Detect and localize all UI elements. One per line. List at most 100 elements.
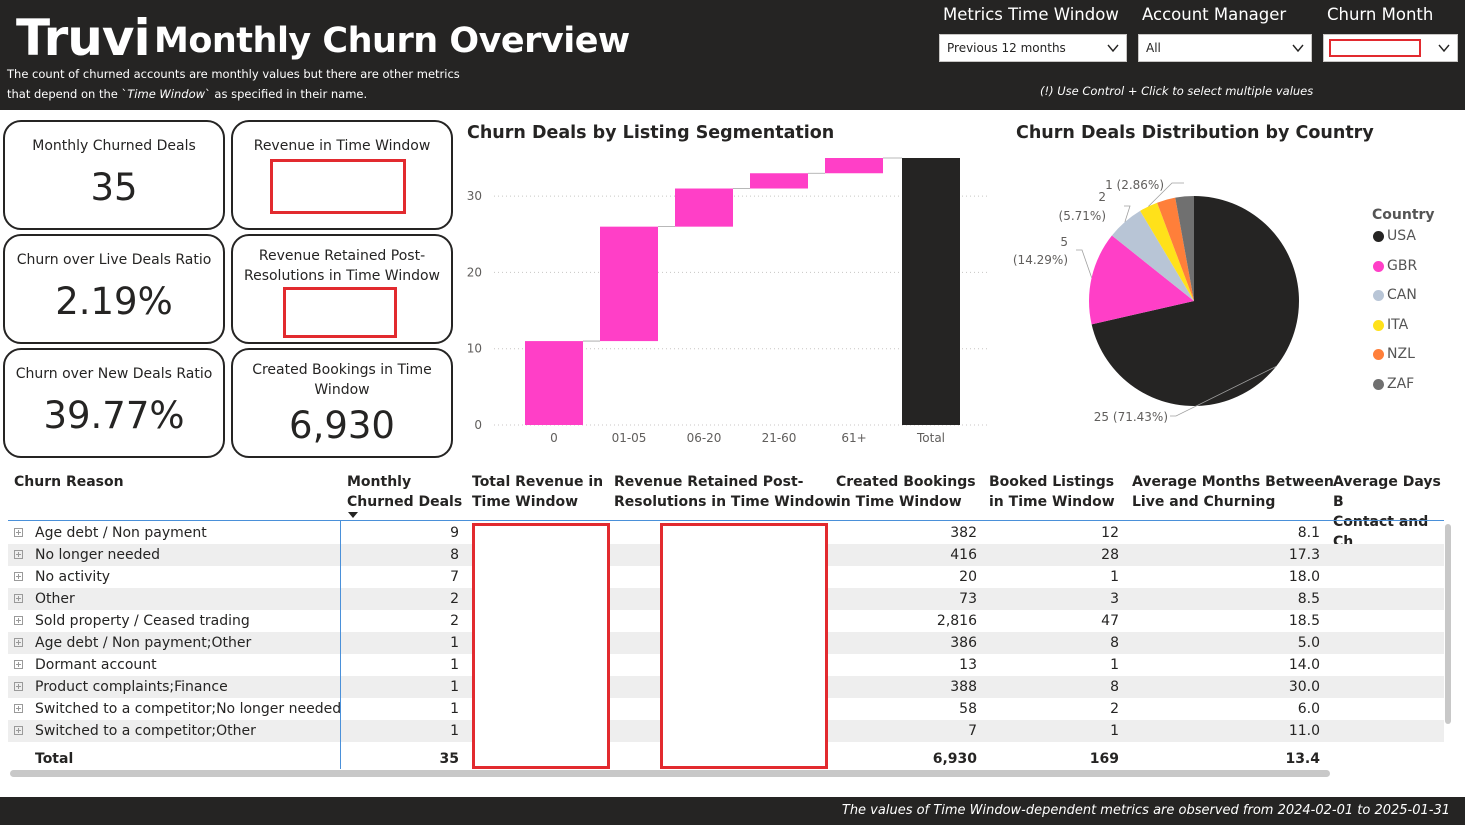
- kpi-label: Monthly Churned Deals: [32, 138, 196, 154]
- col-header-retained[interactable]: Revenue Retained Post- Resolutions in Tim…: [614, 474, 838, 510]
- waterfall-chart: 0 10 20 30 0 01-05 06-20 21-60 61+ Total: [467, 157, 987, 445]
- kpi-card-churned-deals: Monthly Churned Deals 35: [3, 120, 225, 230]
- col-header-revenue[interactable]: Total Revenue in Time Window: [472, 474, 604, 510]
- col-header-bookings[interactable]: Created Bookings in Time Window: [836, 474, 976, 510]
- expand-icon[interactable]: [14, 704, 23, 713]
- waterfall-bar[interactable]: [902, 158, 960, 425]
- redaction-box: [660, 523, 828, 769]
- legend-dot: [1373, 231, 1384, 242]
- legend-label: ITA: [1387, 316, 1409, 333]
- cell-bookings: 382: [950, 525, 977, 541]
- cell-reason: Other: [35, 591, 75, 607]
- cell-bookings: 7: [968, 723, 977, 739]
- table-total-row[interactable]: Total 35 6,930 169 13.4: [8, 748, 1444, 770]
- waterfall-bar[interactable]: [600, 226, 658, 342]
- footer-bar: The values of Time Window-dependent metr…: [0, 797, 1465, 825]
- pie-data-label: 2: [1098, 190, 1106, 204]
- waterfall-bar[interactable]: [675, 188, 733, 227]
- cell-deals: 9: [450, 525, 459, 541]
- time-window-dropdown[interactable]: Previous 12 months: [939, 34, 1127, 62]
- legend-dot: [1373, 260, 1384, 272]
- kpi-value: 35: [90, 166, 138, 209]
- legend-item-gbr[interactable]: GBR: [1372, 255, 1462, 285]
- cell-listings: 47: [1101, 613, 1119, 629]
- y-tick-label: 0: [474, 418, 482, 432]
- redaction-box: [270, 159, 406, 214]
- pie-slice-ita[interactable]: [1140, 202, 1194, 301]
- legend-label: GBR: [1387, 257, 1418, 274]
- cell-months: 8.1: [1297, 525, 1320, 541]
- expand-icon[interactable]: [14, 616, 23, 625]
- expand-icon[interactable]: [14, 726, 23, 735]
- x-tick-label: 61+: [841, 431, 866, 445]
- table-row[interactable]: Sold property / Ceased trading 2 2,816 47 18…: [8, 610, 1444, 632]
- table-row[interactable]: Age debt / Non payment 9 382 12 8.1: [8, 522, 1444, 544]
- legend-dot: [1373, 319, 1384, 331]
- waterfall-bar[interactable]: [825, 158, 883, 174]
- expand-icon[interactable]: [14, 528, 23, 537]
- kpi-label: Revenue Retained Post-Resolutions in Tim…: [243, 248, 441, 284]
- pie-data-label: (5.71%): [1059, 209, 1106, 223]
- cell-deals: 35: [439, 751, 459, 767]
- kpi-label: Created Bookings in Time Window: [252, 362, 432, 398]
- expand-icon[interactable]: [14, 594, 23, 603]
- redaction-box: [472, 523, 610, 769]
- legend-label: ZAF: [1387, 375, 1415, 392]
- cell-reason: No activity: [35, 569, 111, 585]
- expand-icon[interactable]: [14, 550, 23, 559]
- cell-bookings: 386: [950, 635, 977, 651]
- pie-leader-line: [1124, 205, 1131, 223]
- expand-icon[interactable]: [14, 638, 23, 647]
- kpi-value: 6,930: [289, 404, 395, 447]
- expand-icon[interactable]: [14, 682, 23, 691]
- col-header-reason[interactable]: Churn Reason: [14, 474, 124, 490]
- pie-slice-gbr[interactable]: [1089, 235, 1194, 325]
- pie-slice-can[interactable]: [1111, 210, 1194, 301]
- expand-icon[interactable]: [14, 660, 23, 669]
- cell-deals: 1: [450, 635, 459, 651]
- pie-slice-nzl[interactable]: [1157, 197, 1194, 301]
- table-row[interactable]: No activity 7 20 1 18.0: [8, 566, 1444, 588]
- kpi-card-revenue: Revenue in Time Window: [231, 120, 453, 230]
- account-manager-value: All: [1146, 41, 1161, 55]
- y-tick-label: 30: [467, 189, 482, 203]
- cell-reason: Dormant account: [35, 657, 157, 673]
- cell-listings: 1: [1110, 657, 1119, 673]
- legend-item-usa[interactable]: USA: [1372, 225, 1462, 255]
- table-row[interactable]: Dormant account 1 13 1 14.0: [8, 654, 1444, 676]
- cell-months: 6.0: [1297, 701, 1320, 717]
- legend-label: NZL: [1387, 346, 1415, 362]
- table-row[interactable]: Switched to a competitor;No longer neede…: [8, 698, 1444, 720]
- col-header-listings[interactable]: Booked Listings in Time Window: [989, 474, 1115, 510]
- waterfall-title: Churn Deals by Listing Segmentation: [467, 123, 835, 143]
- redaction-box: [283, 287, 397, 338]
- pie-leader-line: [1170, 366, 1277, 417]
- cell-months: 14.0: [1288, 657, 1320, 673]
- cell-bookings: 6,930: [932, 751, 977, 767]
- kpi-card-new-ratio: Churn over New Deals Ratio 39.77%: [3, 348, 225, 458]
- col-header-months[interactable]: Average Months Between Live and Churning: [1132, 474, 1334, 510]
- col-header-deals[interactable]: Monthly Churned Deals: [347, 474, 463, 510]
- legend-item-can[interactable]: CAN: [1372, 284, 1462, 314]
- pie-slice-zaf[interactable]: [1175, 196, 1194, 301]
- waterfall-bar[interactable]: [525, 341, 583, 425]
- horizontal-scrollbar[interactable]: [10, 770, 1330, 777]
- legend-item-zaf[interactable]: ZAF: [1372, 373, 1462, 403]
- x-tick-label: 21-60: [762, 431, 797, 445]
- vertical-scrollbar[interactable]: [1445, 524, 1451, 724]
- churn-month-dropdown[interactable]: [1323, 34, 1458, 62]
- waterfall-bar[interactable]: [750, 173, 808, 189]
- account-manager-dropdown[interactable]: All: [1138, 34, 1312, 62]
- x-tick-label: 06-20: [687, 431, 722, 445]
- expand-icon[interactable]: [14, 572, 23, 581]
- cell-listings: 169: [1089, 751, 1119, 767]
- cell-listings: 3: [1110, 591, 1119, 607]
- pie-slice-usa[interactable]: [1091, 196, 1299, 407]
- redaction-box: [1329, 39, 1421, 57]
- page-title: Monthly Churn Overview: [154, 21, 630, 61]
- cell-bookings: 416: [950, 547, 977, 563]
- legend-item-nzl[interactable]: NZL: [1372, 343, 1462, 373]
- cell-months: 8.5: [1297, 591, 1320, 607]
- legend-item-ita[interactable]: ITA: [1372, 314, 1462, 344]
- kpi-label: Churn over New Deals Ratio: [15, 366, 213, 382]
